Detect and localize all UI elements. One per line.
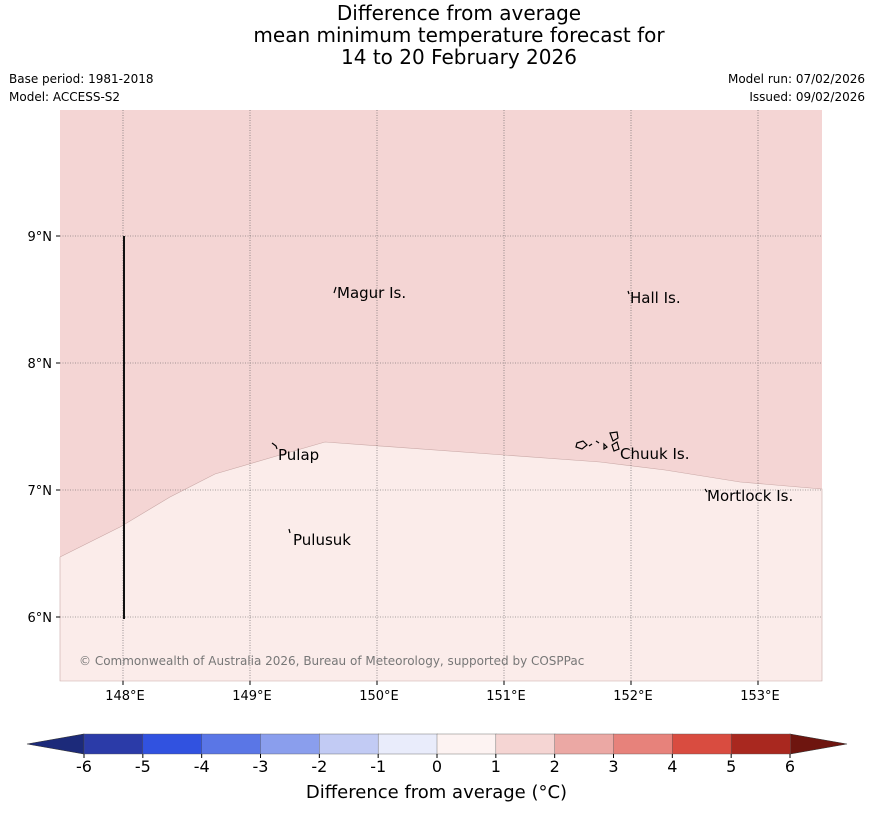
meta-left: Base period: 1981-2018 Model: ACCESS-S2	[9, 70, 154, 106]
colorbar-tick-label: -2	[311, 757, 327, 776]
colorbar-segment	[142, 733, 203, 755]
colorbar-segment	[377, 733, 438, 755]
issued-date: Issued: 09/02/2026	[749, 90, 865, 104]
place-label-chuuk: Chuuk Is.	[620, 445, 689, 463]
colorbar-tick-label: -5	[135, 757, 151, 776]
colorbar-tick-label: 0	[432, 757, 442, 776]
base-period: Base period: 1981-2018	[9, 72, 154, 86]
zone-mild	[59, 441, 823, 682]
colorbar-tick-label: -6	[76, 757, 92, 776]
colorbar-segment	[83, 733, 144, 755]
place-label-pulap: Pulap	[278, 446, 319, 464]
island-pulap	[271, 442, 278, 450]
colorbar-tick-label: -1	[370, 757, 386, 776]
lat-label-7n: 7°N	[28, 484, 53, 499]
colorbar-segment	[554, 733, 615, 755]
lon-label-149e: 149°E	[232, 689, 272, 704]
island-magur	[333, 286, 337, 294]
colorbar-segment	[613, 733, 674, 755]
lat-label-8n: 8°N	[28, 357, 53, 372]
colorbar-segment	[319, 733, 379, 755]
colorbar-tick-label: -4	[194, 757, 210, 776]
model-run: Model run: 07/02/2026	[727, 72, 865, 86]
lon-label-151e: 151°E	[486, 689, 526, 704]
colorbar-segment	[260, 733, 321, 755]
lon-label-150e: 150°E	[359, 689, 399, 704]
colorbar-tick-label: -3	[253, 757, 269, 776]
model-name: Model: ACCESS-S2	[9, 90, 121, 104]
colorbar-tick-label: 5	[726, 757, 736, 776]
colorbar-tick-label: 3	[608, 757, 618, 776]
lat-label-6n: 6°N	[28, 611, 53, 626]
island-mortlock	[704, 488, 708, 493]
place-label-mortlock: Mortlock Is.	[707, 487, 793, 505]
island-outlines	[271, 286, 708, 534]
island-chuuk	[575, 431, 620, 452]
colorbar-segment	[436, 733, 497, 755]
colorbar: -6 -5 -4 -3 -2 -1 0 1 2 3 4 5 6	[26, 733, 848, 776]
colorbar-under-arrow	[26, 733, 85, 755]
title-line-3: 14 to 20 February 2026	[341, 45, 577, 69]
colorbar-tick-label: 4	[667, 757, 677, 776]
lat-label-9n: 9°N	[28, 230, 53, 245]
title-line-1: Difference from average	[336, 1, 582, 25]
colorbar-segment	[201, 733, 262, 755]
colorbar-over-arrow	[789, 733, 848, 755]
place-label-pulusuk: Pulusuk	[293, 531, 351, 549]
title-line-2: mean minimum temperature forecast for	[253, 23, 665, 47]
place-label-hall: Hall Is.	[630, 289, 681, 307]
meta-right: Model run: 07/02/2026 Issued: 09/02/2026	[728, 70, 865, 106]
colorbar-tick-label: 2	[550, 757, 560, 776]
lon-label-152e: 152°E	[613, 689, 653, 704]
colorbar-segment	[495, 733, 556, 755]
axis-ticks	[56, 235, 759, 685]
colorbar-tick-label: 6	[785, 757, 795, 776]
colorbar-label: Difference from average (°C)	[305, 782, 568, 803]
island-pulusuk	[288, 528, 291, 534]
lon-label-148e: 148°E	[105, 689, 145, 704]
colorbar-segment	[672, 733, 732, 755]
colorbar-tick-label: 1	[491, 757, 501, 776]
island-hall	[627, 290, 630, 295]
colorbar-segment	[730, 733, 791, 755]
lon-label-153e: 153°E	[740, 689, 780, 704]
copyright-note: © Commonwealth of Australia 2026, Bureau…	[79, 654, 584, 668]
place-label-magur: Magur Is.	[337, 284, 406, 302]
